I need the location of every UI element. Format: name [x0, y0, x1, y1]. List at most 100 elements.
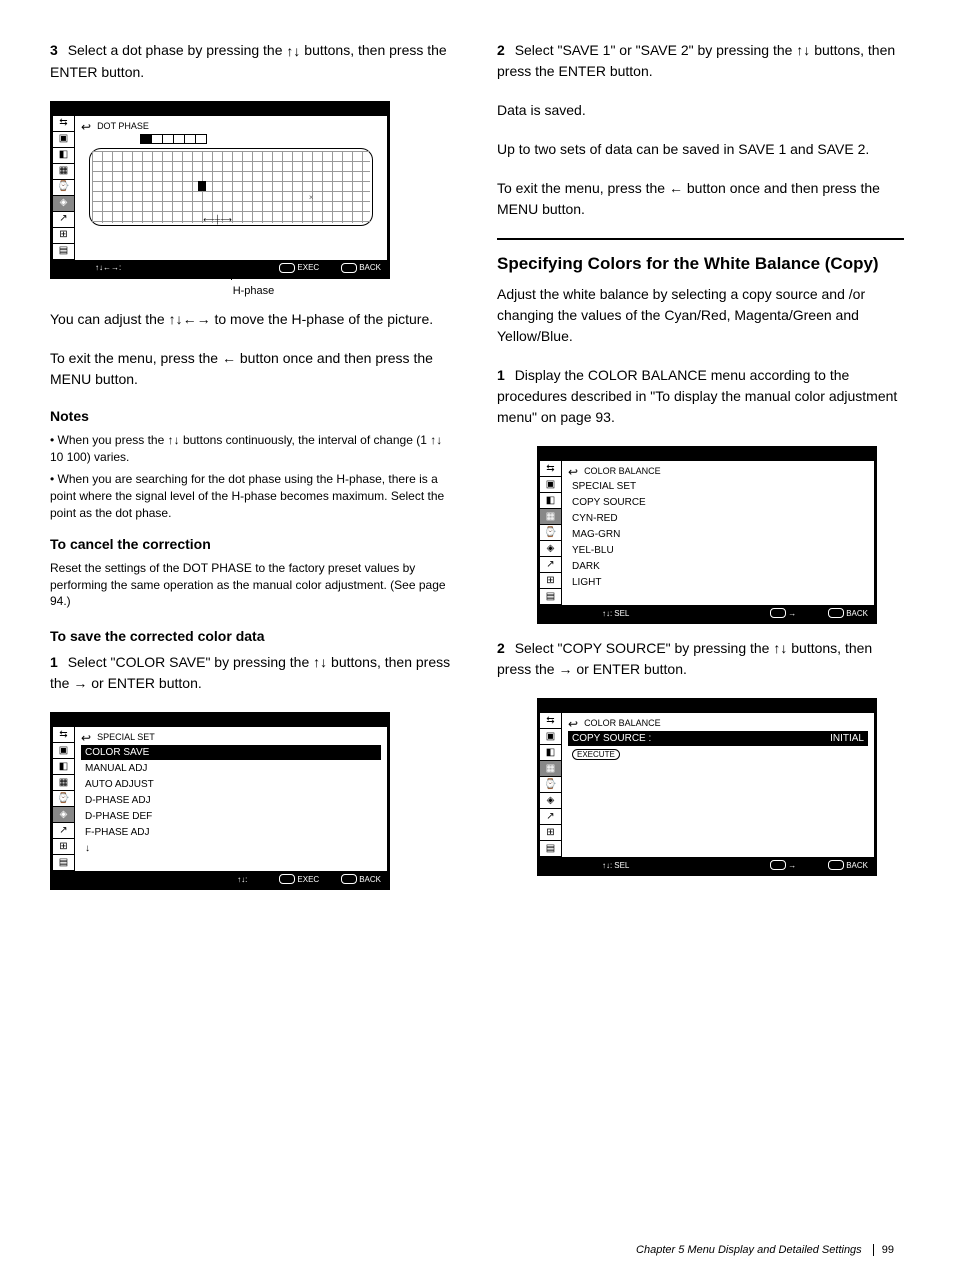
menu-item: COPY SOURCE: [568, 495, 868, 510]
sidebar-icon-selected: ◈: [53, 196, 74, 212]
sidebar-icon-selected: ▦: [540, 509, 561, 525]
menu-item: MAG-GRN: [568, 527, 868, 542]
sidebar-icon: ⌚: [540, 777, 561, 793]
section-body: Adjust the white balance by selecting a …: [497, 284, 904, 347]
left-arrow-icon: ←: [669, 180, 683, 196]
cancel-heading: To cancel the correction: [50, 536, 457, 552]
screen-dot-phase: ⇆ ▣ ◧ ▦ ⌚ ◈ ↗ ⊞ ▤ ↩ DOT PHASE: [50, 101, 390, 279]
menu-item: LIGHT: [568, 575, 868, 590]
sidebar-icon: ↗: [53, 823, 74, 839]
sidebar-icon: ◈: [540, 793, 561, 809]
step-3: 3 Select a dot phase by pressing the ↑↓ …: [50, 40, 457, 83]
up-down-icon: ↑↓: [430, 433, 442, 447]
sidebar-icon: ◧: [53, 148, 74, 164]
sidebar-icon: ▤: [540, 589, 561, 605]
sidebar-icon: ↗: [540, 809, 561, 825]
sidebar-icon: ◈: [540, 541, 561, 557]
back-icon: ↩: [81, 120, 91, 134]
save-heading: To save the corrected color data: [50, 628, 457, 644]
back-icon: ↩: [568, 465, 578, 479]
sidebar-icon-selected: ▦: [540, 761, 561, 777]
sidebar-icon: ⌚: [53, 180, 74, 196]
menu-item: CYN-RED: [568, 511, 868, 526]
step-number: 3: [50, 42, 58, 58]
menu-item: YEL-BLU: [568, 543, 868, 558]
execute-button: EXECUTE: [572, 749, 620, 760]
arrow-nav-icon: ↑↓←→: [169, 311, 215, 327]
body-text: Data is saved.: [497, 100, 904, 121]
menu-sidebar: ⇆ ▣ ◧ ▦ ⌚ ◈ ↗ ⊞ ▤: [540, 461, 562, 605]
hphase-grid: × ⟵┼⟶: [89, 148, 373, 226]
up-down-icon: ↑↓: [313, 654, 327, 670]
note-item: • When you press the ↑↓ buttons continuo…: [50, 432, 457, 466]
dot-indicator: [141, 134, 381, 144]
sidebar-icon: ⊞: [53, 228, 74, 244]
sidebar-icon: ▣: [540, 729, 561, 745]
sidebar-icon: ▣: [53, 132, 74, 148]
sidebar-icon: ⇆: [53, 727, 74, 743]
body-text: You can adjust the: [50, 311, 169, 327]
screen-bottom-bar: ↑↓:SEL → BACK: [540, 857, 874, 873]
back-icon: ↩: [81, 731, 91, 745]
section-divider: [497, 238, 904, 240]
step-r1: 1 Display the COLOR BALANCE menu accordi…: [497, 365, 904, 428]
hphase-x-mark: ×: [309, 193, 314, 202]
screen-caption: H-phase: [50, 285, 457, 297]
step-1-save: 1 Select "COLOR SAVE" by pressing the ↑↓…: [50, 652, 457, 694]
right-arrow-icon: →: [73, 675, 87, 691]
screen-bottom-bar: ↑↓:SEL → BACK: [540, 605, 874, 621]
sidebar-icon: ▤: [540, 841, 561, 857]
section-heading: Specifying Colors for the White Balance …: [497, 254, 904, 274]
sidebar-icon: ↗: [540, 557, 561, 573]
sidebar-icon: ▤: [53, 244, 74, 260]
menu-item: F-PHASE ADJ: [81, 825, 381, 840]
body-text: To exit the menu, press the ← button onc…: [497, 178, 904, 220]
callout-leader: [231, 260, 232, 280]
page-number: 99: [882, 1244, 894, 1256]
menu-title: SPECIAL SET: [97, 732, 155, 742]
step-2: 2 Select "SAVE 1" or "SAVE 2" by pressin…: [497, 40, 904, 82]
sidebar-icon: ◧: [53, 759, 74, 775]
sidebar-icon-selected: ◈: [53, 807, 74, 823]
menu-item: D-PHASE ADJ: [81, 793, 381, 808]
sidebar-icon: ⇆: [540, 461, 561, 477]
menu-sidebar: ⇆ ▣ ◧ ▦ ⌚ ◈ ↗ ⊞ ▤: [540, 713, 562, 857]
menu-item: D-PHASE DEF: [81, 809, 381, 824]
menu-item: AUTO ADJUST: [81, 777, 381, 792]
menu-title: DOT PHASE: [97, 121, 149, 131]
notes-heading: Notes: [50, 408, 457, 424]
sidebar-icon: ◧: [540, 493, 561, 509]
sidebar-icon: ⊞: [53, 839, 74, 855]
note-item: • When you are searching for the dot pha…: [50, 471, 457, 521]
sidebar-icon: ▦: [53, 164, 74, 180]
screen-special-set: ⇆ ▣ ◧ ▦ ⌚ ◈ ↗ ⊞ ▤ ↩ SPECIAL SET COLOR SA…: [50, 712, 390, 890]
menu-title: COLOR BALANCE: [584, 718, 661, 728]
cancel-text: Reset the settings of the DOT PHASE to t…: [50, 560, 457, 610]
sidebar-icon: ↗: [53, 212, 74, 228]
sidebar-icon: ⌚: [53, 791, 74, 807]
sidebar-icon: ⊞: [540, 825, 561, 841]
menu-item: SPECIAL SET: [568, 479, 868, 494]
chapter-title: Chapter 5 Menu Display and Detailed Sett…: [636, 1244, 862, 1256]
menu-item-selected: COLOR SAVE: [81, 745, 381, 760]
sidebar-icon: ▣: [540, 477, 561, 493]
up-down-icon: ↑↓: [286, 41, 300, 62]
step-r2: 2 Select "COPY SOURCE" by pressing the ↑…: [497, 638, 904, 680]
body-text: Up to two sets of data can be saved in S…: [497, 139, 904, 160]
menu-item: DARK: [568, 559, 868, 574]
up-down-icon: ↑↓: [168, 433, 180, 447]
menu-sidebar: ⇆ ▣ ◧ ▦ ⌚ ◈ ↗ ⊞ ▤: [53, 727, 75, 871]
right-arrow-icon: →: [558, 661, 572, 677]
sidebar-icon: ⊞: [540, 573, 561, 589]
sidebar-icon: ▦: [53, 775, 74, 791]
back-icon: ↩: [568, 717, 578, 731]
body-text: To exit the menu, press the: [50, 350, 222, 366]
screen-bottom-bar: ↑↓: EXEC BACK: [53, 871, 387, 887]
body-text: to move the H-phase of the picture.: [214, 311, 433, 327]
page-footer: Chapter 5 Menu Display and Detailed Sett…: [636, 1244, 894, 1256]
sidebar-icon: ▤: [53, 855, 74, 871]
up-down-icon: ↑↓: [796, 42, 810, 58]
up-down-icon: ↑↓: [773, 640, 787, 656]
menu-item: EXECUTE: [568, 747, 868, 762]
screen-color-balance: ⇆ ▣ ◧ ▦ ⌚ ◈ ↗ ⊞ ▤ ↩ COLOR BALANCE SPECIA…: [537, 446, 877, 624]
